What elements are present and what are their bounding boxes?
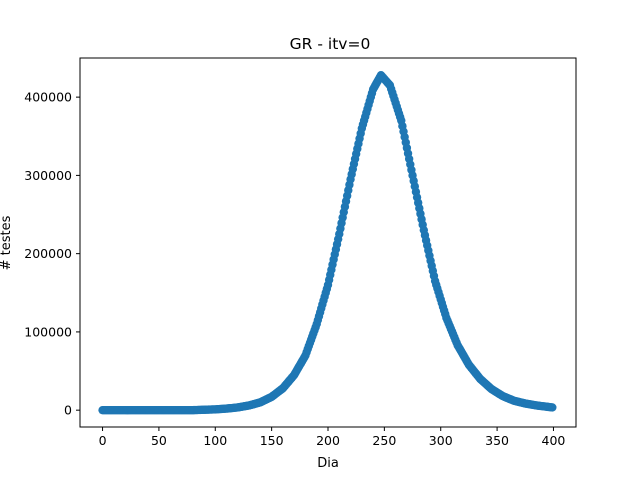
x-tick-label: 350 <box>485 433 509 448</box>
y-tick-label: 0 <box>64 403 72 418</box>
chart-title: GR - itv=0 <box>290 35 371 53</box>
y-axis: 0 100000 200000 300000 400000 <box>24 90 80 418</box>
y-tick-label: 200000 <box>24 246 72 261</box>
plot-area-frame <box>79 57 577 428</box>
y-axis-label: # testes <box>0 215 14 270</box>
x-tick-label: 150 <box>260 433 284 448</box>
data-point <box>548 403 557 412</box>
x-tick-label: 400 <box>542 433 566 448</box>
x-tick-label: 200 <box>316 433 340 448</box>
data-points <box>98 71 557 415</box>
y-tick-label: 100000 <box>24 324 72 339</box>
x-axis-label: Dia <box>317 456 339 471</box>
x-tick-label: 100 <box>203 433 227 448</box>
y-tick-label: 300000 <box>24 168 72 183</box>
x-tick-label: 50 <box>151 433 167 448</box>
y-tick-label: 400000 <box>24 90 72 105</box>
x-tick-label: 300 <box>429 433 453 448</box>
x-tick-label: 0 <box>99 433 107 448</box>
x-tick-label: 250 <box>372 433 396 448</box>
x-axis: 0 50 100 150 200 250 300 350 400 <box>99 427 566 448</box>
